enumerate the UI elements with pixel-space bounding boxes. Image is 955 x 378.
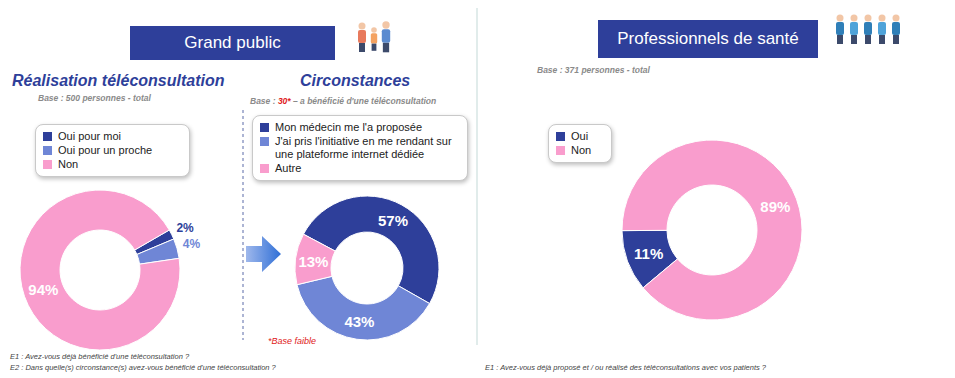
icon-professional <box>892 15 900 45</box>
legend-label: Oui <box>571 130 588 143</box>
legend-label: J'ai pris l'initiative en me rendant sur… <box>275 135 460 161</box>
legend-label: Non <box>571 144 591 157</box>
donut-chart: Base : 371 personnes - total 11% 89% <box>537 65 802 320</box>
donut-slice <box>20 190 180 350</box>
panel-separator <box>476 8 478 345</box>
legend-swatch <box>260 164 269 173</box>
data-label: 13% <box>298 253 328 270</box>
legend-swatch <box>43 146 52 155</box>
icon-person <box>371 27 377 51</box>
data-label: 11% <box>634 245 663 262</box>
donut-chart: Réalisation téléconsultation Base : 500 p… <box>12 72 225 350</box>
legend-entry: Autre <box>260 162 460 175</box>
panel-header: Professionnels de santé <box>598 20 818 58</box>
legend-swatch <box>43 132 52 141</box>
legend-swatch <box>556 132 565 141</box>
legend-label: Non <box>58 158 78 171</box>
data-label: 94% <box>28 281 58 298</box>
donut-chart: Circonstances Base : 30* – a bénéficié d'… <box>250 72 439 346</box>
data-label: 4% <box>183 237 201 251</box>
section-separator <box>243 110 244 340</box>
data-label: 57% <box>378 212 408 229</box>
legend-label: Mon médecin me l'a proposée <box>275 121 422 134</box>
question-note: E1 : Avez-vous déjà proposé et / ou réal… <box>485 363 767 372</box>
chart-title: Réalisation téléconsultation <box>12 72 225 89</box>
data-label: 89% <box>760 198 790 215</box>
data-label: 2% <box>176 221 194 235</box>
legend-label: Oui pour un proche <box>58 144 152 157</box>
data-label: 43% <box>344 313 374 330</box>
chart-subtitle: Base : 500 personnes - total <box>38 93 152 103</box>
chart-subtitle: Base : 371 personnes - total <box>537 65 651 75</box>
legend: Mon médecin me l'a proposéeJ'ai pris l'i… <box>252 115 468 181</box>
legend-entry: Oui pour moi <box>43 130 182 143</box>
icon-professional <box>836 15 844 45</box>
legend-entry: Oui pour un proche <box>43 144 182 157</box>
legend-swatch <box>556 146 565 155</box>
icon-person <box>382 21 390 52</box>
legend-entry: Mon médecin me l'a proposée <box>260 121 460 134</box>
chart-title: Circonstances <box>300 72 410 89</box>
legend-swatch <box>260 123 269 132</box>
legend-entry: Non <box>43 158 182 171</box>
legend-swatch <box>260 137 269 146</box>
legend-entry: Non <box>556 144 604 157</box>
legend-swatch <box>43 160 52 169</box>
icon-professional <box>878 15 886 45</box>
legend-entry: J'ai pris l'initiative en me rendant sur… <box>260 135 460 161</box>
legend: OuiNon <box>548 124 612 163</box>
donut-slice <box>622 140 802 320</box>
donut-slice <box>295 234 335 285</box>
panel-header: Grand public <box>130 26 335 60</box>
icon-person <box>358 23 366 53</box>
legend-label: Autre <box>275 162 301 175</box>
icon-professional <box>864 15 872 45</box>
flow-arrow <box>246 236 281 272</box>
question-note: E1 : Avez-vous déjà bénéficié d'une télé… <box>10 352 190 361</box>
question-note: E2 : Dans quelle(s) circonstance(s) avez… <box>10 363 277 372</box>
chart-subtitle: Base : 30* – a bénéficié d'une téléconsu… <box>250 96 436 106</box>
annotation: *Base faible <box>268 336 316 346</box>
legend-label: Oui pour moi <box>58 130 121 143</box>
legend: Oui pour moiOui pour un procheNon <box>35 124 190 177</box>
donut-slice <box>297 276 430 340</box>
legend-entry: Oui <box>556 130 604 143</box>
icon-professional <box>850 15 858 45</box>
